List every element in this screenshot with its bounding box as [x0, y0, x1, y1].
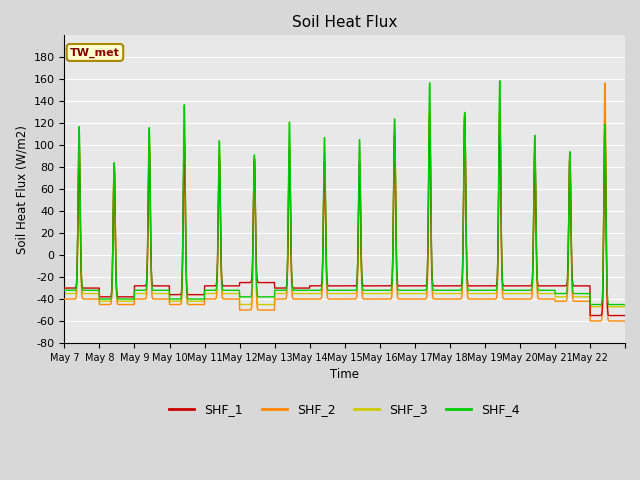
SHF_2	[61, 296, 68, 302]
SHF_1	[378, 283, 386, 289]
SHF_3	[496, 98, 504, 104]
SHF_3	[514, 291, 522, 297]
SHF_3	[237, 301, 245, 307]
SHF_1	[621, 312, 629, 318]
SHF_2	[116, 301, 124, 307]
SHF_3	[61, 291, 68, 297]
SHF_4	[545, 288, 553, 293]
Text: TW_met: TW_met	[70, 48, 120, 58]
SHF_1	[496, 110, 504, 116]
Line: SHF_1: SHF_1	[65, 113, 625, 315]
SHF_4	[378, 288, 386, 293]
SHF_2	[545, 296, 553, 302]
Line: SHF_3: SHF_3	[65, 101, 625, 307]
SHF_2	[586, 318, 594, 324]
SHF_4	[237, 294, 245, 300]
SHF_1	[116, 294, 124, 300]
Line: SHF_4: SHF_4	[65, 81, 625, 304]
Title: Soil Heat Flux: Soil Heat Flux	[292, 15, 397, 30]
SHF_2	[378, 296, 386, 302]
SHF_1	[586, 312, 594, 318]
SHF_2	[237, 307, 245, 313]
SHF_4	[586, 301, 594, 307]
SHF_1	[614, 312, 621, 318]
SHF_4	[621, 301, 629, 307]
SHF_2	[621, 318, 629, 324]
SHF_1	[237, 280, 245, 286]
SHF_4	[496, 78, 504, 84]
SHF_4	[614, 301, 621, 307]
SHF_3	[586, 304, 594, 310]
SHF_3	[116, 299, 124, 304]
SHF_3	[545, 291, 553, 297]
X-axis label: Time: Time	[330, 368, 359, 381]
SHF_3	[614, 304, 621, 310]
SHF_2	[601, 80, 609, 86]
SHF_1	[61, 285, 68, 291]
SHF_2	[614, 318, 621, 324]
SHF_4	[61, 288, 68, 293]
Legend: SHF_1, SHF_2, SHF_3, SHF_4: SHF_1, SHF_2, SHF_3, SHF_4	[164, 398, 525, 421]
SHF_1	[545, 283, 553, 289]
SHF_2	[513, 296, 521, 302]
SHF_4	[116, 296, 124, 302]
SHF_4	[514, 288, 522, 293]
SHF_1	[514, 283, 522, 289]
Y-axis label: Soil Heat Flux (W/m2): Soil Heat Flux (W/m2)	[15, 125, 28, 253]
SHF_3	[621, 304, 629, 310]
Line: SHF_2: SHF_2	[65, 83, 625, 321]
SHF_3	[378, 291, 386, 297]
